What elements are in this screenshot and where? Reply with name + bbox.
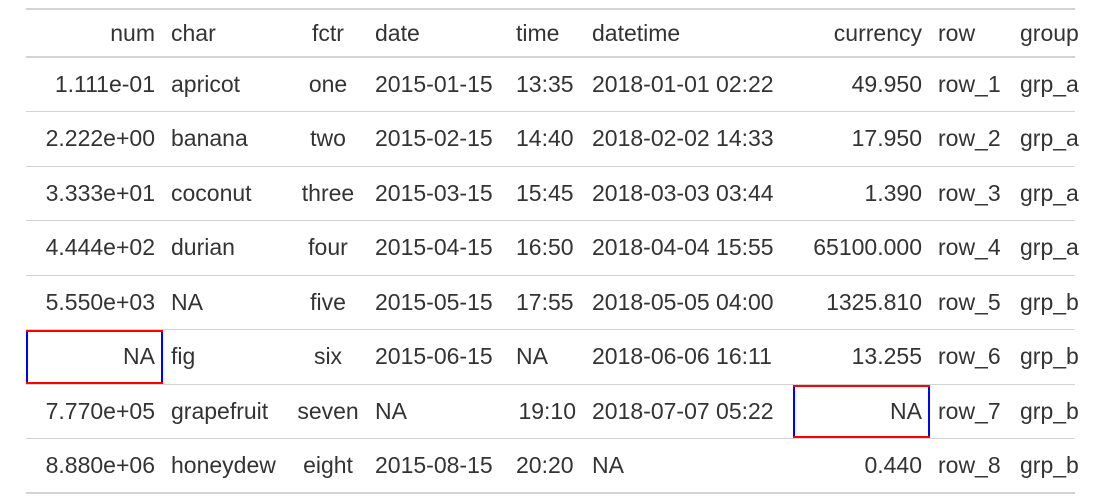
column-header-date: date — [367, 9, 508, 58]
cell-currency: 49.950 — [793, 57, 930, 112]
cell-time: 13:35 — [508, 57, 584, 112]
cell-fctr: seven — [289, 384, 367, 439]
table-row: 1.111e-01 apricot one 2015-01-15 13:35 2… — [26, 57, 1079, 112]
cell-char: honeydew — [171, 452, 276, 478]
cell-char: fig — [163, 329, 289, 385]
column-header-row: row — [930, 9, 1012, 58]
table-container: num char fctr date time datetime currenc… — [26, 8, 1079, 494]
cell-group: grp_a — [1012, 57, 1079, 112]
cell-group: grp_a — [1012, 166, 1079, 221]
cell-row: row_5 — [930, 275, 1012, 330]
cell-currency: 0.440 — [864, 452, 922, 478]
cell-fctr: six — [289, 329, 367, 385]
cell-char: durian — [163, 220, 289, 276]
cell-char: grapefruit — [163, 384, 289, 439]
cell-date: 2015-04-15 — [367, 220, 508, 276]
cell-num: 7.770e+05 — [26, 384, 163, 439]
cell-num-highlighted: NA — [26, 329, 163, 385]
cell-time: NA — [508, 329, 584, 385]
cell-row: row_1 — [930, 57, 1012, 112]
column-header-group: group — [1012, 9, 1079, 58]
cell-datetime: 2018-06-06 16:11 — [584, 329, 793, 385]
cell-num: 1.111e-01 — [26, 57, 163, 112]
cell-currency: 13.255 — [793, 329, 930, 385]
cell-group: grp_b — [1012, 275, 1079, 330]
cell-fctr: one — [289, 57, 367, 112]
cell-datetime: 2018-07-07 05:22 — [584, 384, 793, 439]
cell-group: grp_a — [1012, 220, 1079, 276]
cell-datetime: 2018-04-04 15:55 — [584, 220, 793, 276]
table-row: 7.770e+05 grapefruit seven NA 19:10 2018… — [26, 384, 1079, 439]
cell-num: 2.222e+00 — [26, 111, 163, 167]
column-header-fctr: fctr — [289, 9, 367, 58]
cell-fctr: two — [289, 111, 367, 167]
cell-char: coconut — [163, 166, 289, 221]
cell-group: grp_b — [1012, 384, 1079, 439]
data-table: num char fctr date time datetime currenc… — [26, 8, 1079, 494]
cell-time: 14:40 — [508, 111, 584, 167]
cell-datetime: 2018-01-01 02:22 — [584, 57, 793, 112]
cell-currency-highlighted: NA — [793, 384, 930, 439]
table-row: 3.333e+01 coconut three 2015-03-15 15:45… — [26, 166, 1079, 221]
cell-date: 2015-03-15 — [367, 166, 508, 221]
cell-time: 16:50 — [508, 220, 584, 276]
cell-time: 20:20 — [516, 452, 574, 478]
cell-date: 2015-01-15 — [367, 57, 508, 112]
cell-date: NA — [367, 384, 508, 439]
cell-currency: 17.950 — [793, 111, 930, 167]
column-header-num: num — [26, 9, 163, 58]
cell-row: row_4 — [930, 220, 1012, 276]
cell-datetime: NA — [592, 452, 624, 478]
cell-row: row_2 — [930, 111, 1012, 167]
cell-group: grp_b — [1012, 329, 1079, 385]
cell-currency: 65100.000 — [793, 220, 930, 276]
cell-fctr: eight — [303, 452, 353, 478]
cell-date: 2015-08-15 — [375, 452, 493, 478]
cell-datetime: 2018-02-02 14:33 — [584, 111, 793, 167]
cell-fctr: four — [289, 220, 367, 276]
column-header-char: char — [163, 9, 289, 58]
cell-char: banana — [163, 111, 289, 167]
table-row: 5.550e+03 NA five 2015-05-15 17:55 2018-… — [26, 275, 1079, 330]
table-row: 4.444e+02 durian four 2015-04-15 16:50 2… — [26, 220, 1079, 276]
table-row: 8.880e+06 honeydew eight 2015-08-15 20:2… — [26, 439, 1079, 494]
cell-datetime: 2018-05-05 04:00 — [584, 275, 793, 330]
cell-date: 2015-05-15 — [367, 275, 508, 330]
cell-row: row_3 — [930, 166, 1012, 221]
cell-time: 15:45 — [508, 166, 584, 221]
column-header-currency: currency — [793, 9, 930, 58]
cell-group: grp_a — [1012, 111, 1079, 167]
cell-num: 8.880e+06 — [45, 452, 155, 478]
cell-row: row_8 — [938, 452, 1001, 478]
table-row: NA fig six 2015-06-15 NA 2018-06-06 16:1… — [26, 329, 1079, 385]
cell-char: NA — [163, 275, 289, 330]
cell-num: 4.444e+02 — [26, 220, 163, 276]
cell-fctr: five — [289, 275, 367, 330]
cell-currency: 1325.810 — [793, 275, 930, 330]
cell-group: grp_b — [1020, 452, 1079, 478]
cell-num: 3.333e+01 — [26, 166, 163, 221]
cell-row: row_7 — [930, 384, 1012, 439]
cell-fctr: three — [289, 166, 367, 221]
cell-row: row_6 — [930, 329, 1012, 385]
cell-datetime: 2018-03-03 03:44 — [584, 166, 793, 221]
cell-time: 19:10 — [508, 384, 584, 439]
cell-currency: 1.390 — [793, 166, 930, 221]
cell-date: 2015-06-15 — [367, 329, 508, 385]
cell-char: apricot — [163, 57, 289, 112]
cell-time: 17:55 — [508, 275, 584, 330]
header-row: num char fctr date time datetime currenc… — [26, 9, 1079, 58]
cell-num: 5.550e+03 — [26, 275, 163, 330]
table-row: 2.222e+00 banana two 2015-02-15 14:40 20… — [26, 111, 1079, 167]
column-header-time: time — [508, 9, 584, 58]
column-header-datetime: datetime — [584, 9, 793, 58]
cell-date: 2015-02-15 — [367, 111, 508, 167]
